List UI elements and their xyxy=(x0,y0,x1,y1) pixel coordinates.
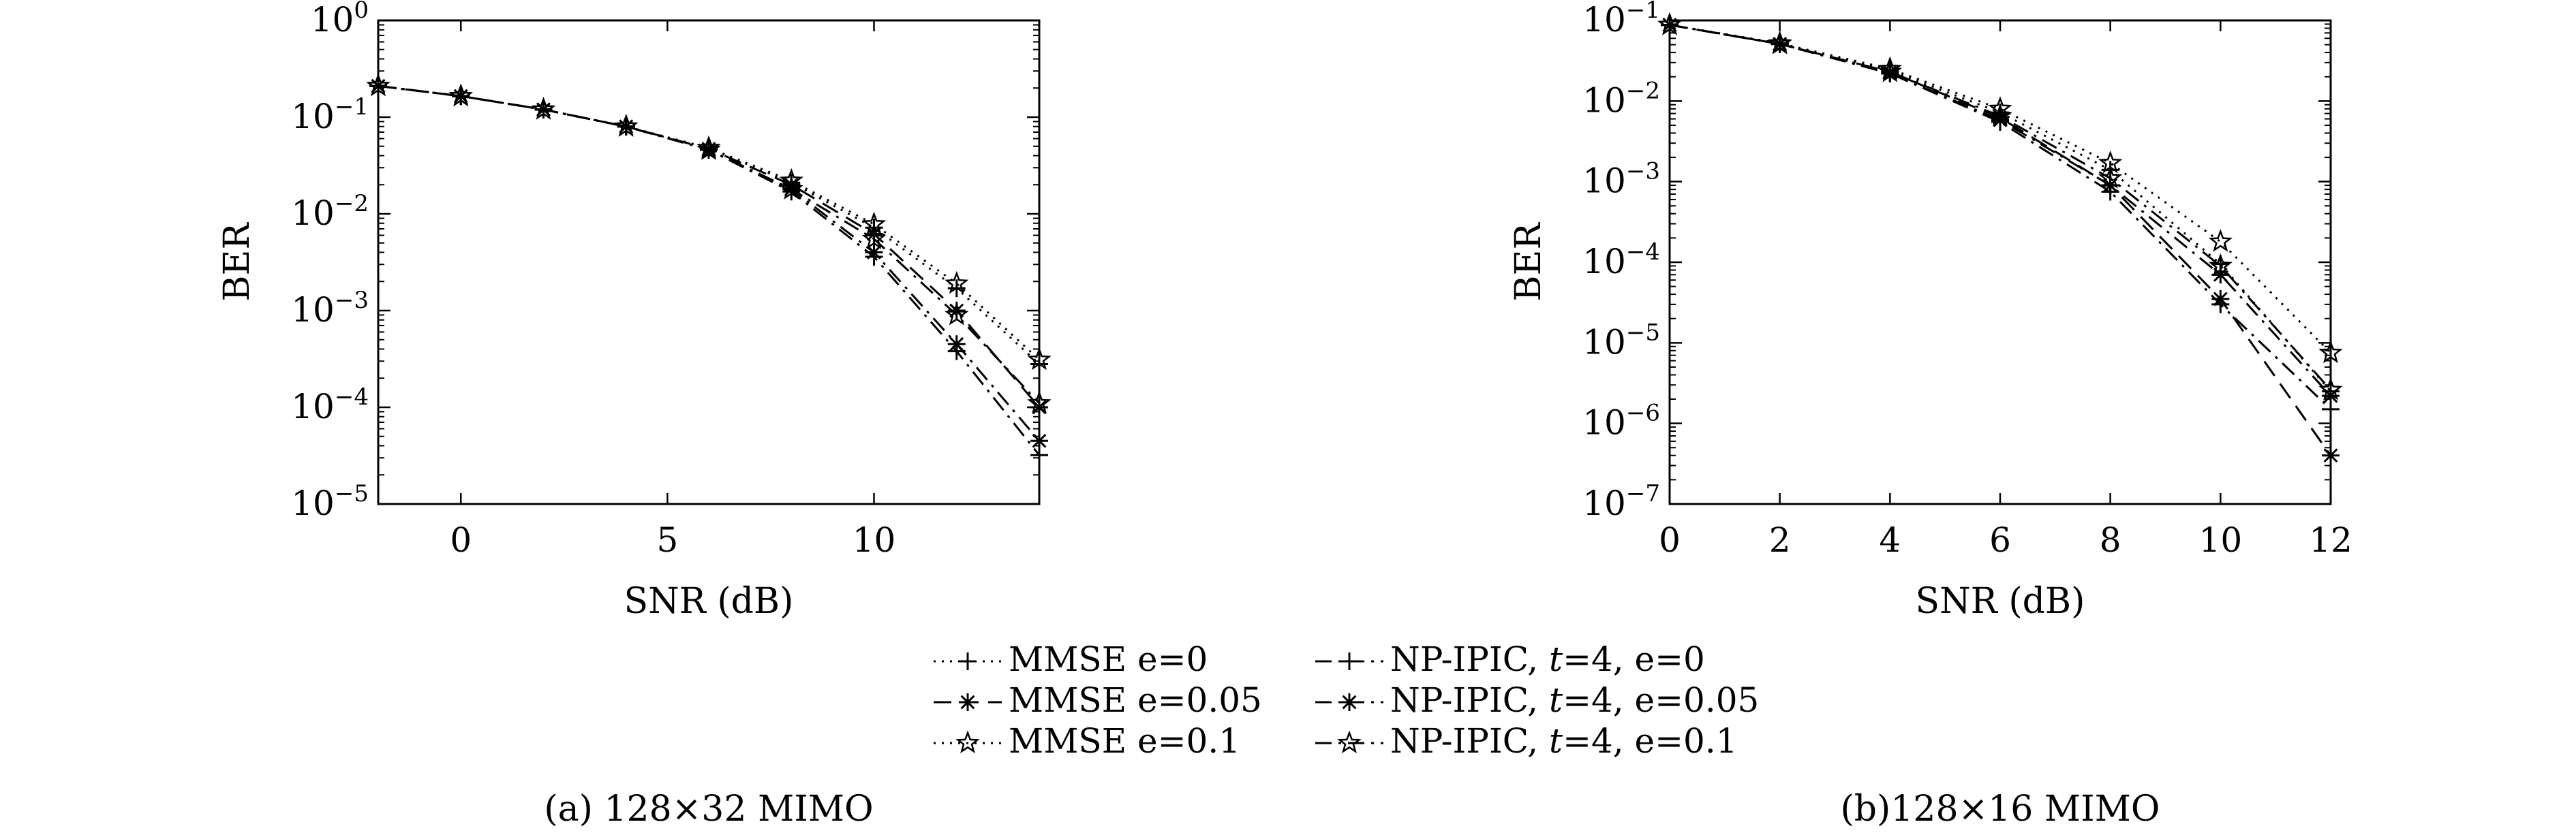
a-series-5-point xyxy=(947,335,966,353)
b-ytick-label: 10−6 xyxy=(1582,400,1660,443)
a-series-3-point xyxy=(1027,347,1052,371)
b-ytick-label: 10−4 xyxy=(1582,238,1660,281)
b-series-3-point xyxy=(2208,229,2233,252)
b-xtick-label: 12 xyxy=(2309,520,2352,560)
b-y-axis-label: BER xyxy=(1508,221,1549,301)
a-series-line-1 xyxy=(378,84,1041,365)
b-series-6-point xyxy=(1657,12,1682,35)
b-series-line-3 xyxy=(1669,24,2332,354)
legend-entry: NP-IPIC, t=4, e=0 xyxy=(1315,640,1705,679)
legend-entry: NP-IPIC, t=4, e=0.1 xyxy=(1315,721,1738,761)
a-ytick-label: 10−1 xyxy=(291,93,369,136)
b-xtick-label: 8 xyxy=(2100,520,2121,560)
a-series-6-point xyxy=(531,97,556,120)
legend-label: MMSE e=0.1 xyxy=(1009,721,1240,761)
legend-swatch-marker xyxy=(1340,693,1358,711)
a-ytick-label: 10−4 xyxy=(291,383,369,426)
b-ytick-label: 10−2 xyxy=(1582,77,1660,120)
b-series-6-point xyxy=(2318,377,2343,400)
a-series-6-point xyxy=(779,176,803,200)
a-ytick-label: 10−5 xyxy=(291,480,369,523)
b-xtick-label: 2 xyxy=(1769,520,1791,560)
a-series-6-point xyxy=(696,137,721,160)
a-plot-frame xyxy=(377,19,1041,505)
b-xtick-label: 4 xyxy=(1879,520,1901,560)
a-series-3-point xyxy=(945,270,969,294)
b-xtick-label: 0 xyxy=(1659,520,1681,560)
legend-label: MMSE e=0.05 xyxy=(1009,680,1262,720)
a-series-line-2 xyxy=(378,84,1041,408)
legend-swatch-marker xyxy=(1337,730,1362,753)
legend-label: NP-IPIC, t=4, e=0 xyxy=(1390,640,1705,679)
b-series-line-6 xyxy=(1669,24,2332,391)
caption-a: (a) 128×32 MIMO xyxy=(544,789,873,830)
b-series-3-point xyxy=(2318,340,2343,364)
a-y-axis-label: BER xyxy=(217,221,258,301)
b-series-line-4 xyxy=(1669,24,2332,410)
a-series-6-point xyxy=(366,73,390,97)
b-series-line-5 xyxy=(1669,24,2332,397)
a-series-6-point xyxy=(1027,390,1052,414)
b-xtick-label: 6 xyxy=(1989,520,2011,560)
a-ytick-label: 10−3 xyxy=(291,287,369,330)
b-series-6-point xyxy=(1988,103,2012,127)
panel-b-128x16: 0 2 4 6 8 10 12 10−1 10−2 10−3 10−4 10−5 10−6 10−7 SNR… xyxy=(1508,0,2352,622)
a-series-6-point xyxy=(614,114,639,137)
legend-swatch-marker xyxy=(959,693,977,711)
legend-swatch-marker xyxy=(955,730,980,753)
legend-entry: MMSE e=0 xyxy=(934,640,1208,679)
b-series-6-point xyxy=(1877,59,1902,82)
a-series-line-3 xyxy=(378,84,1041,361)
a-x-axis-label: SNR (dB) xyxy=(624,581,794,622)
legend-label: MMSE e=0 xyxy=(1009,640,1208,679)
a-series-line-6 xyxy=(378,84,1041,405)
a-xtick-label: 10 xyxy=(853,520,896,560)
legend-swatch-marker xyxy=(959,652,977,670)
a-series-6-point xyxy=(861,226,887,249)
b-ytick-label: 10−5 xyxy=(1582,319,1660,362)
legend-label: NP-IPIC, t=4, e=0.1 xyxy=(1390,721,1738,761)
a-ytick-label: 10−2 xyxy=(291,190,369,233)
b-ytick-label: 10−3 xyxy=(1582,158,1660,201)
a-ytick-label: 100 xyxy=(311,0,369,40)
b-series-2-point xyxy=(2322,446,2340,464)
a-series-5-point xyxy=(865,243,883,262)
b-series-6-point xyxy=(2208,253,2233,277)
a-xtick-label: 5 xyxy=(656,520,678,560)
b-xtick-label: 10 xyxy=(2199,520,2243,560)
caption-b: (b)128×16 MIMO xyxy=(1840,789,2160,830)
b-series-line-2 xyxy=(1669,24,2332,456)
b-series-6-point xyxy=(2098,166,2123,189)
panel-a-128x32: 0 5 10 100 10−1 10−2 10−3 10−4 10−5 SNR (dB) BER xyxy=(217,0,1052,622)
a-series-6-point xyxy=(945,302,969,326)
b-ytick-label: 10−7 xyxy=(1582,480,1660,523)
b-series-6-point xyxy=(1768,31,1792,54)
b-series-4-point xyxy=(2211,295,2230,313)
legend-label: NP-IPIC, t=4, e=0.05 xyxy=(1390,680,1759,720)
a-series-5-point xyxy=(1030,432,1048,450)
legend-swatch-marker xyxy=(1340,652,1358,670)
legend-entry: NP-IPIC, t=4, e=0.05 xyxy=(1315,680,1759,720)
b-series-line-1 xyxy=(1669,24,2332,392)
a-xtick-label: 0 xyxy=(450,520,472,560)
b-x-axis-label: SNR (dB) xyxy=(1916,581,2085,622)
legend-entry: MMSE e=0.05 xyxy=(934,680,1262,720)
legend-entry: MMSE e=0.1 xyxy=(934,721,1240,761)
b-ytick-label: 10−1 xyxy=(1582,0,1660,40)
a-series-6-point xyxy=(448,83,473,107)
